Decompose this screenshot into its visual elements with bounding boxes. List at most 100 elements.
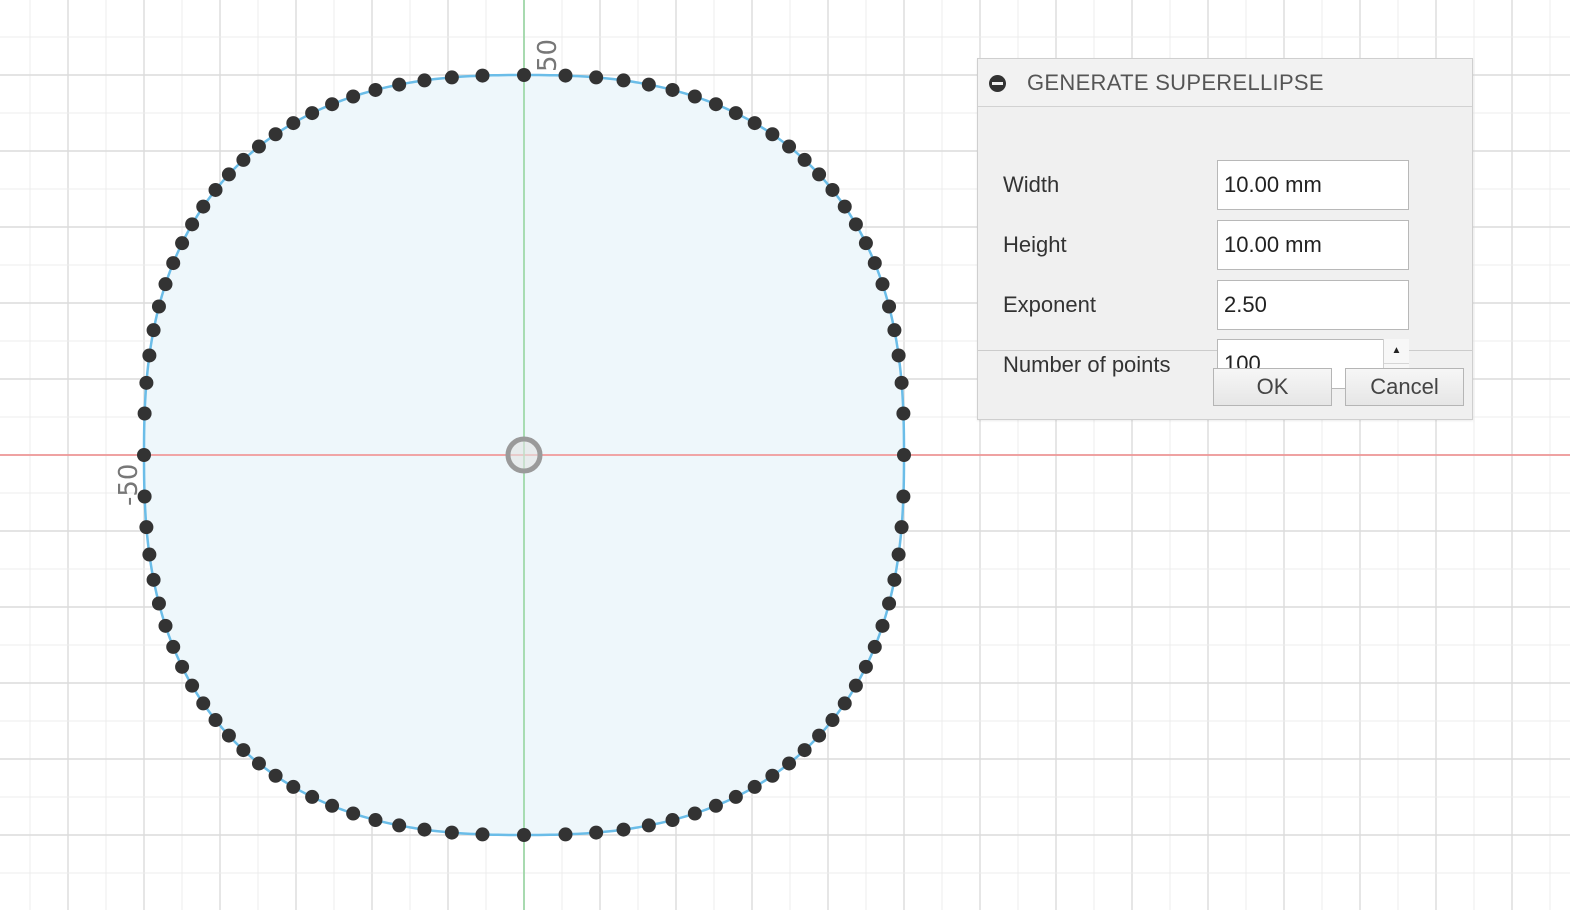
sketch-point[interactable] xyxy=(475,68,490,83)
sketch-point[interactable] xyxy=(665,813,680,828)
sketch-point[interactable] xyxy=(687,806,702,821)
exponent-input[interactable] xyxy=(1217,280,1409,330)
sketch-point[interactable] xyxy=(894,375,909,390)
ok-button[interactable]: OK xyxy=(1213,368,1332,406)
sketch-point[interactable] xyxy=(151,596,166,611)
sketch-point[interactable] xyxy=(158,618,173,633)
sketch-point[interactable] xyxy=(325,798,340,813)
sketch-point[interactable] xyxy=(665,82,680,97)
sketch-point[interactable] xyxy=(896,489,911,504)
collapse-icon[interactable] xyxy=(989,75,1006,92)
sketch-point[interactable] xyxy=(196,199,211,214)
sketch-point[interactable] xyxy=(882,596,897,611)
sketch-point[interactable] xyxy=(887,323,902,338)
sketch-point[interactable] xyxy=(848,217,863,232)
sketch-point[interactable] xyxy=(858,236,873,251)
sketch-point[interactable] xyxy=(782,756,797,771)
origin-point[interactable] xyxy=(505,436,543,474)
sketch-point[interactable] xyxy=(146,572,161,587)
sketch-point[interactable] xyxy=(589,825,604,840)
sketch-point[interactable] xyxy=(858,659,873,674)
sketch-point[interactable] xyxy=(221,167,236,182)
sketch-point[interactable] xyxy=(897,448,911,462)
sketch-point[interactable] xyxy=(517,828,531,842)
cancel-button[interactable]: Cancel xyxy=(1345,368,1464,406)
sketch-point[interactable] xyxy=(825,713,840,728)
width-input[interactable] xyxy=(1217,160,1409,210)
sketch-point[interactable] xyxy=(616,73,631,88)
sketch-point[interactable] xyxy=(142,547,157,562)
sketch-point[interactable] xyxy=(747,779,762,794)
sketch-point[interactable] xyxy=(305,789,320,804)
sketch-point[interactable] xyxy=(708,97,723,112)
sketch-point[interactable] xyxy=(797,152,812,167)
spinner-up-icon[interactable]: ▲ xyxy=(1384,339,1409,364)
sketch-point[interactable] xyxy=(146,323,161,338)
sketch-point[interactable] xyxy=(558,68,573,83)
sketch-point[interactable] xyxy=(747,116,762,131)
sketch-point[interactable] xyxy=(139,375,154,390)
sketch-point[interactable] xyxy=(251,756,266,771)
sketch-point[interactable] xyxy=(444,70,459,85)
sketch-point[interactable] xyxy=(142,348,157,363)
sketch-point[interactable] xyxy=(728,106,743,121)
sketch-point[interactable] xyxy=(368,813,383,828)
sketch-point[interactable] xyxy=(687,89,702,104)
sketch-point[interactable] xyxy=(137,448,151,462)
sketch-point[interactable] xyxy=(268,768,283,783)
sketch-point[interactable] xyxy=(765,768,780,783)
sketch-point[interactable] xyxy=(185,217,200,232)
sketch-point[interactable] xyxy=(196,696,211,711)
sketch-point[interactable] xyxy=(708,798,723,813)
sketch-point[interactable] xyxy=(137,406,152,421)
sketch-point[interactable] xyxy=(175,659,190,674)
sketch-point[interactable] xyxy=(417,822,432,837)
sketch-point[interactable] xyxy=(894,520,909,535)
sketch-point[interactable] xyxy=(848,678,863,693)
sketch-point[interactable] xyxy=(882,299,897,314)
sketch-point[interactable] xyxy=(139,520,154,535)
sketch-point[interactable] xyxy=(208,713,223,728)
sketch-point[interactable] xyxy=(325,97,340,112)
sketch-point[interactable] xyxy=(286,116,301,131)
sketch-point[interactable] xyxy=(151,299,166,314)
sketch-point[interactable] xyxy=(166,256,181,271)
sketch-point[interactable] xyxy=(175,236,190,251)
sketch-point[interactable] xyxy=(589,70,604,85)
sketch-point[interactable] xyxy=(417,73,432,88)
sketch-point[interactable] xyxy=(392,77,407,92)
sketch-point[interactable] xyxy=(208,182,223,197)
sketch-point[interactable] xyxy=(797,743,812,758)
sketch-point[interactable] xyxy=(444,825,459,840)
sketch-point[interactable] xyxy=(286,779,301,794)
sketch-point[interactable] xyxy=(236,152,251,167)
sketch-point[interactable] xyxy=(305,106,320,121)
sketch-point[interactable] xyxy=(812,167,827,182)
sketch-point[interactable] xyxy=(837,696,852,711)
sketch-point[interactable] xyxy=(166,639,181,654)
sketch-point[interactable] xyxy=(221,728,236,743)
sketch-point[interactable] xyxy=(887,572,902,587)
sketch-point[interactable] xyxy=(891,547,906,562)
sketch-point[interactable] xyxy=(728,789,743,804)
sketch-point[interactable] xyxy=(346,806,361,821)
sketch-point[interactable] xyxy=(616,822,631,837)
sketch-point[interactable] xyxy=(867,639,882,654)
sketch-point[interactable] xyxy=(392,818,407,833)
sketch-point[interactable] xyxy=(812,728,827,743)
sketch-point[interactable] xyxy=(782,139,797,154)
sketch-point[interactable] xyxy=(475,827,490,842)
sketch-point[interactable] xyxy=(825,182,840,197)
sketch-point[interactable] xyxy=(368,82,383,97)
sketch-point[interactable] xyxy=(875,618,890,633)
sketch-point[interactable] xyxy=(158,277,173,292)
sketch-point[interactable] xyxy=(251,139,266,154)
sketch-point[interactable] xyxy=(236,743,251,758)
sketch-point[interactable] xyxy=(641,818,656,833)
sketch-point[interactable] xyxy=(137,489,152,504)
sketch-point[interactable] xyxy=(641,77,656,92)
sketch-point[interactable] xyxy=(346,89,361,104)
sketch-point[interactable] xyxy=(558,827,573,842)
sketch-point[interactable] xyxy=(891,348,906,363)
